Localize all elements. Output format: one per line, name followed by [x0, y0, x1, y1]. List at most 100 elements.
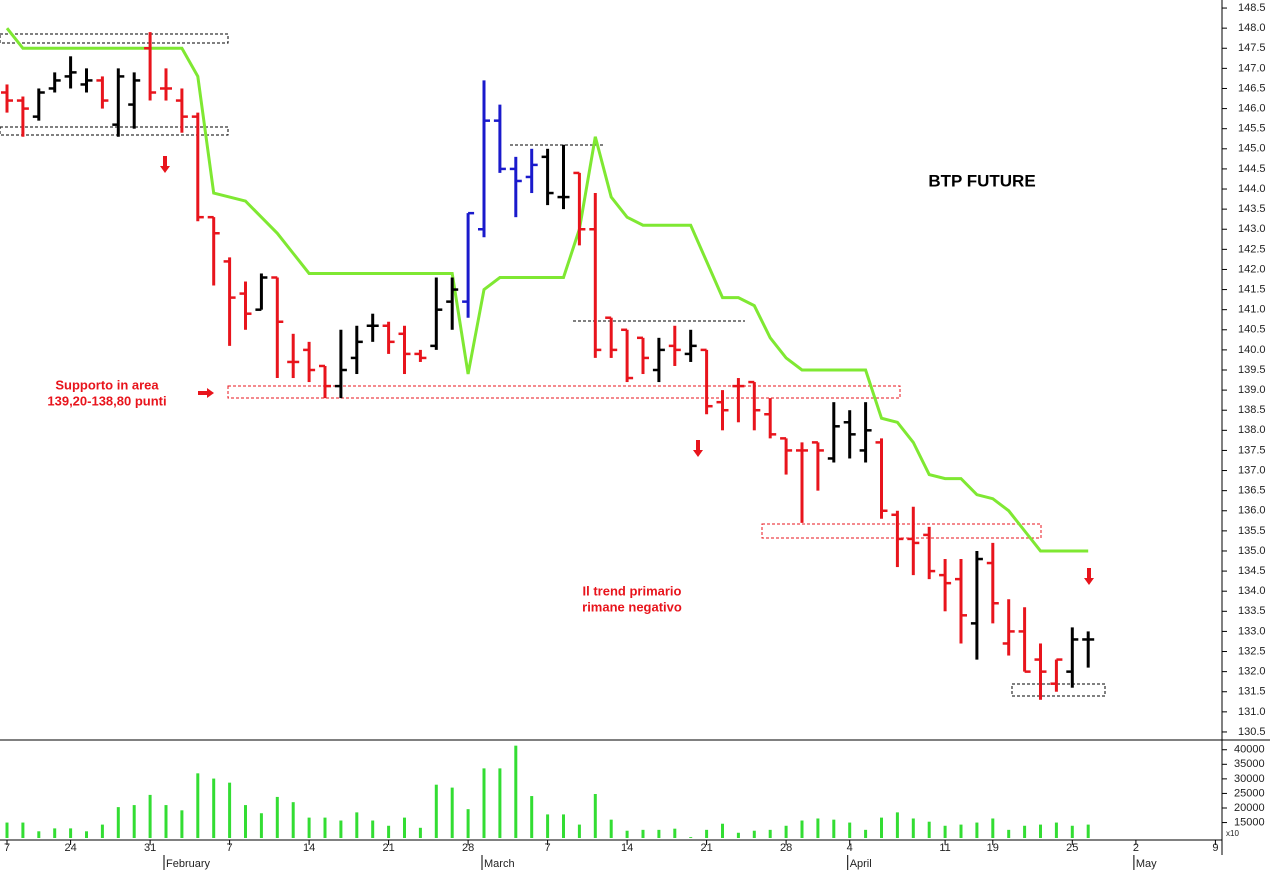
annotation: rimane negativo: [582, 599, 682, 614]
y-tick-label: 130.5: [1238, 726, 1266, 738]
x-tick-label: 9: [1212, 842, 1218, 854]
volume-bar: [593, 794, 597, 838]
volume-bar: [164, 805, 168, 838]
y-tick-label: 140.0: [1238, 344, 1266, 356]
volume-bar: [259, 813, 263, 838]
volume-bar: [355, 812, 359, 838]
arrows: [160, 156, 1094, 585]
volume-bar: [721, 823, 724, 838]
volume-bar: [641, 829, 645, 838]
volume-bar: [1054, 822, 1058, 838]
y-tick-label: 137.0: [1238, 464, 1266, 476]
volume-bar: [736, 832, 740, 838]
y-tick-label: 131.0: [1238, 706, 1266, 718]
y-tick-label: 132.5: [1238, 645, 1266, 657]
y-tick-label: 146.0: [1238, 102, 1266, 114]
volume-axis-note: x10: [1226, 829, 1239, 838]
y-tick-label: 146.5: [1238, 82, 1266, 94]
volume-bar: [991, 818, 995, 838]
y-tick-label: 144.0: [1238, 183, 1266, 195]
volume-bar: [418, 827, 422, 838]
volume-tick-label: 15000: [1234, 816, 1265, 828]
volume-bar: [673, 828, 677, 838]
y-tick-label: 143.0: [1238, 223, 1266, 235]
zone: [227, 385, 901, 399]
volume-bar: [577, 824, 581, 838]
chart-title: BTP FUTURE: [928, 171, 1035, 190]
x-tick-label: 14: [621, 842, 633, 854]
volume-bar: [657, 829, 661, 838]
x-tick-label: 7: [4, 842, 10, 854]
annotation: 139,20-138,80 punti: [47, 393, 166, 408]
y-tick-label: 133.0: [1238, 625, 1266, 637]
month-label: April: [850, 858, 872, 870]
y-tick-label: 140.5: [1238, 324, 1266, 336]
volume-bar: [832, 819, 836, 838]
volume-bar: [180, 810, 184, 838]
month-label: May: [1136, 858, 1157, 870]
y-tick-label: 147.5: [1238, 42, 1266, 54]
volume-bar: [895, 812, 899, 838]
volume-bar: [275, 796, 279, 838]
volume-bar: [371, 820, 375, 838]
volume-bar: [943, 825, 947, 838]
y-tick-label: 131.5: [1238, 686, 1266, 698]
volume-bar: [212, 778, 216, 838]
volume-bar: [625, 830, 629, 838]
month-label: March: [484, 858, 515, 870]
y-tick-label: 147.0: [1238, 62, 1266, 74]
arrow-down: [693, 440, 703, 457]
y-tick-label: 139.5: [1238, 364, 1266, 376]
volume-bar: [196, 773, 200, 838]
volume-bar: [514, 745, 518, 838]
volume-bar: [116, 807, 120, 838]
annotation: Il trend primario: [583, 583, 682, 598]
volume-bar: [450, 787, 454, 838]
x-tick-label: 28: [780, 842, 792, 854]
x-tick-label: 11: [939, 842, 950, 854]
y-tick-label: 135.0: [1238, 545, 1266, 557]
x-tick-label: 19: [987, 842, 999, 854]
x-tick-label: 25: [1066, 842, 1078, 854]
x-tick-label: 7: [227, 842, 233, 854]
volume-bar: [5, 822, 9, 838]
month-label: February: [166, 858, 211, 870]
volume-bar: [1086, 824, 1090, 838]
volume-bar: [927, 821, 931, 838]
x-tick-label: 28: [462, 842, 474, 854]
y-tick-label: 138.0: [1238, 424, 1266, 436]
volume-bar: [1070, 825, 1074, 838]
volume-bar: [323, 817, 327, 838]
volume-bar: [689, 837, 693, 838]
volume-tick-label: 30000: [1234, 773, 1265, 785]
volume-bar: [880, 817, 883, 838]
volume-bar: [132, 805, 136, 838]
volume-bar: [784, 825, 788, 838]
y-tick-label: 136.0: [1238, 505, 1266, 517]
volume-bar: [53, 828, 57, 838]
y-tick-label: 145.5: [1238, 123, 1266, 135]
volume-bar: [21, 822, 25, 838]
volume-bar: [498, 768, 502, 838]
volume-bar: [148, 794, 152, 838]
volume-bar: [1023, 825, 1027, 838]
volume-bar: [85, 831, 88, 838]
volume-bar: [864, 829, 868, 838]
y-tick-label: 148.0: [1238, 22, 1266, 34]
volume-bar: [482, 768, 486, 838]
y-tick-label: 134.5: [1238, 565, 1266, 577]
volume-bar: [848, 822, 852, 838]
volume-bar: [562, 814, 565, 838]
x-tick-label: 7: [545, 842, 551, 854]
volume-bar: [100, 824, 104, 838]
y-tick-label: 135.5: [1238, 525, 1266, 537]
volume-bar: [307, 817, 311, 838]
volume-bar: [768, 829, 772, 838]
x-tick-label: 21: [382, 842, 394, 854]
volume-tick-label: 25000: [1234, 787, 1265, 799]
volume-bar: [546, 814, 550, 838]
volume-bar: [291, 802, 295, 838]
volume-tick-label: 20000: [1234, 802, 1265, 814]
volume-bar: [1039, 824, 1042, 838]
